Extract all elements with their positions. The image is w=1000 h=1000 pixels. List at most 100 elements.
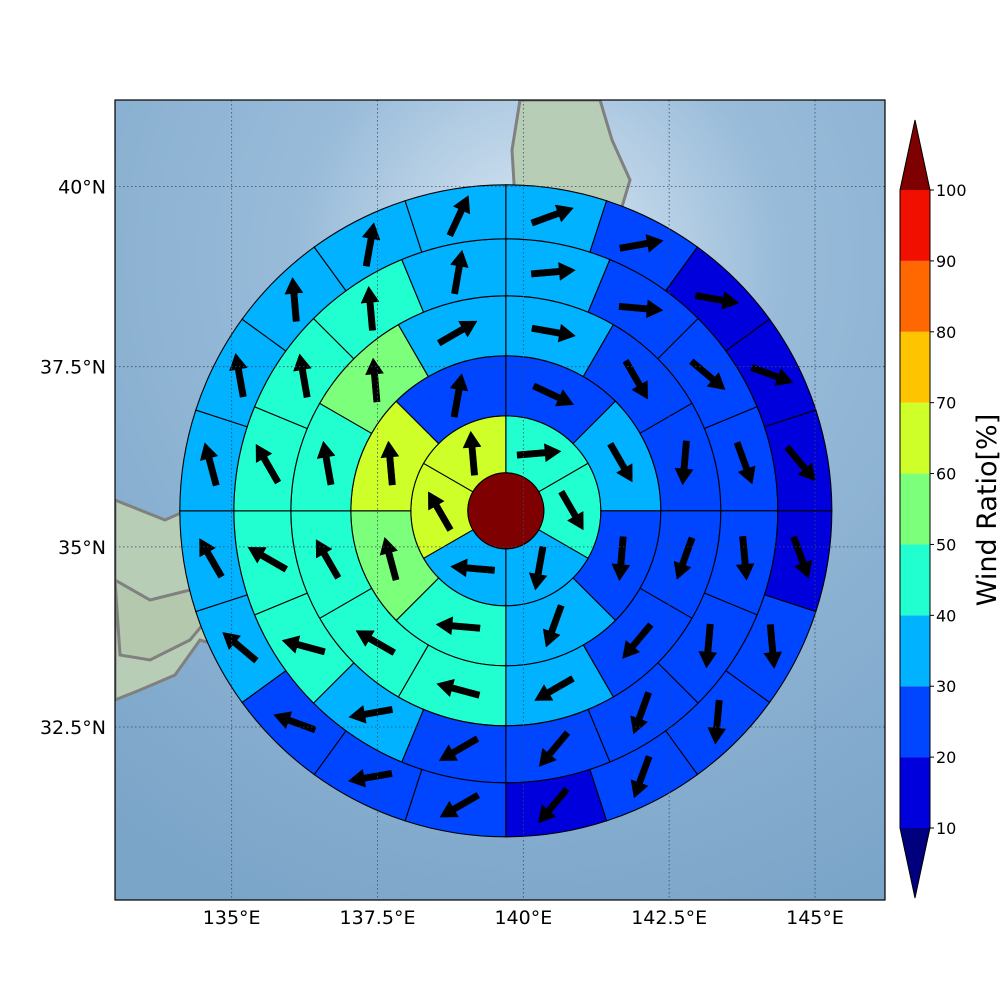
wind-arrow: [450, 249, 469, 295]
center-cell: [467, 472, 545, 550]
map-panel: [114, 99, 886, 901]
wind-arrow: [707, 699, 727, 745]
wind-arrow: [462, 430, 482, 476]
wind-arrow: [558, 489, 584, 531]
lon-tick-label: 137.5°E: [340, 907, 416, 929]
wind-arrow: [360, 285, 380, 331]
lat-tick-label: 32.5°N: [40, 717, 106, 739]
colorbar-segment: [900, 260, 930, 332]
wind-arrow: [436, 678, 481, 699]
wind-arrow: [450, 558, 496, 578]
colorbar-segment: [900, 686, 930, 758]
wind-arrow: [281, 635, 326, 656]
colorbar-tick-label: 10: [936, 819, 956, 838]
wind-arrow: [516, 443, 562, 463]
colorbar-tick-label: 70: [936, 394, 956, 413]
wind-arrow: [538, 786, 570, 824]
colorbar-tick-label: 90: [936, 252, 956, 271]
wind-arrow: [528, 545, 548, 591]
colorbar-tick-label: 30: [936, 677, 956, 696]
colorbar-segment: [900, 402, 930, 474]
wind-arrow: [534, 675, 575, 701]
wind-arrow: [763, 624, 783, 670]
lat-tick-label: 37.5°N: [40, 357, 106, 379]
wind-arrow: [689, 358, 726, 391]
wind-arrow: [379, 536, 400, 582]
wind-arrow: [348, 705, 394, 724]
wind-arrow: [247, 547, 289, 573]
wind-arrow: [619, 234, 664, 253]
wind-arrow: [733, 441, 756, 485]
wind-arrow: [611, 536, 631, 582]
colorbar-segment: [900, 544, 930, 616]
wind-arrow: [622, 358, 648, 400]
wind-arrow: [365, 357, 384, 403]
colorbar-segment: [900, 190, 930, 261]
wind-arrow: [784, 444, 816, 482]
wind-arrows: [199, 195, 816, 824]
wind-arrow: [538, 730, 571, 767]
wind-arrow: [607, 441, 633, 483]
wind-arrow: [530, 262, 576, 281]
lon-tick-label: 140°E: [494, 907, 552, 929]
wind-arrow: [255, 443, 282, 485]
wind-arrow: [315, 539, 342, 580]
wind-arrow: [532, 382, 575, 407]
lon-tick-label: 135°E: [203, 907, 261, 929]
colorbar-segment: [900, 757, 930, 828]
wind-arrow: [199, 538, 225, 579]
wind-arrow: [622, 622, 654, 659]
wind-arrow: [436, 320, 478, 347]
wind-ratio-grid: [179, 184, 833, 838]
longitude-tick-labels: 135°E 137.5°E 140°E 142.5°E 145°E: [203, 907, 844, 929]
wind-arrow: [531, 323, 576, 343]
wind-arrow: [449, 373, 469, 418]
colorbar-tick-label: 40: [936, 606, 956, 625]
wind-arrow: [438, 735, 480, 761]
wind-arrow: [542, 604, 565, 648]
wind-arrow: [530, 204, 574, 227]
wind-arrow: [284, 276, 304, 322]
colorbar-tick-label: 20: [936, 748, 956, 767]
colorbar-tick-label: 60: [936, 465, 956, 484]
colorbar-segment: [900, 615, 930, 687]
wind-arrow: [428, 491, 454, 532]
gridlines: [115, 100, 885, 900]
wind-arrow: [673, 536, 696, 580]
lat-tick-label: 40°N: [58, 176, 106, 198]
latitude-tick-labels: 40°N 37.5°N 35°N 32.5°N: [40, 176, 106, 739]
wind-arrow: [750, 364, 794, 386]
colorbar-tick-label: 100: [936, 181, 967, 200]
colorbar: 10 20 30 40 50 60 70 80 90 100: [899, 119, 967, 899]
wind-arrow: [630, 755, 653, 799]
colorbar-tick-label: 50: [936, 535, 956, 554]
wind-arrow: [618, 299, 664, 319]
wind-arrow: [380, 440, 400, 486]
wind-arrow: [355, 630, 397, 656]
colorbar-segment: [900, 473, 930, 545]
wind-arrow: [439, 792, 481, 818]
colorbar-segment: [900, 331, 930, 403]
wind-arrow: [674, 440, 694, 486]
colorbar-tick-label: 80: [936, 323, 956, 342]
lon-tick-label: 142.5°E: [631, 907, 707, 929]
wind-arrow: [735, 535, 755, 581]
colorbar-over-triangle: [900, 120, 930, 190]
wind-arrow: [630, 691, 652, 735]
wind-arrow: [199, 442, 220, 487]
wind-arrow: [229, 352, 248, 398]
map-frame: [114, 99, 886, 901]
wind-arrow: [361, 222, 381, 267]
wind-arrow: [694, 291, 740, 310]
wind-arrow: [273, 711, 317, 734]
lon-tick-label: 145°E: [786, 907, 844, 929]
colorbar-label: Wind Ratio[%]: [972, 414, 1000, 606]
wind-arrow: [435, 616, 481, 636]
wind-arrow: [446, 195, 471, 238]
lat-tick-label: 35°N: [58, 537, 106, 559]
wind-arrow: [698, 623, 718, 669]
wind-arrow: [347, 768, 393, 788]
colorbar-under-triangle: [900, 828, 930, 898]
wind-arrow: [293, 353, 312, 399]
